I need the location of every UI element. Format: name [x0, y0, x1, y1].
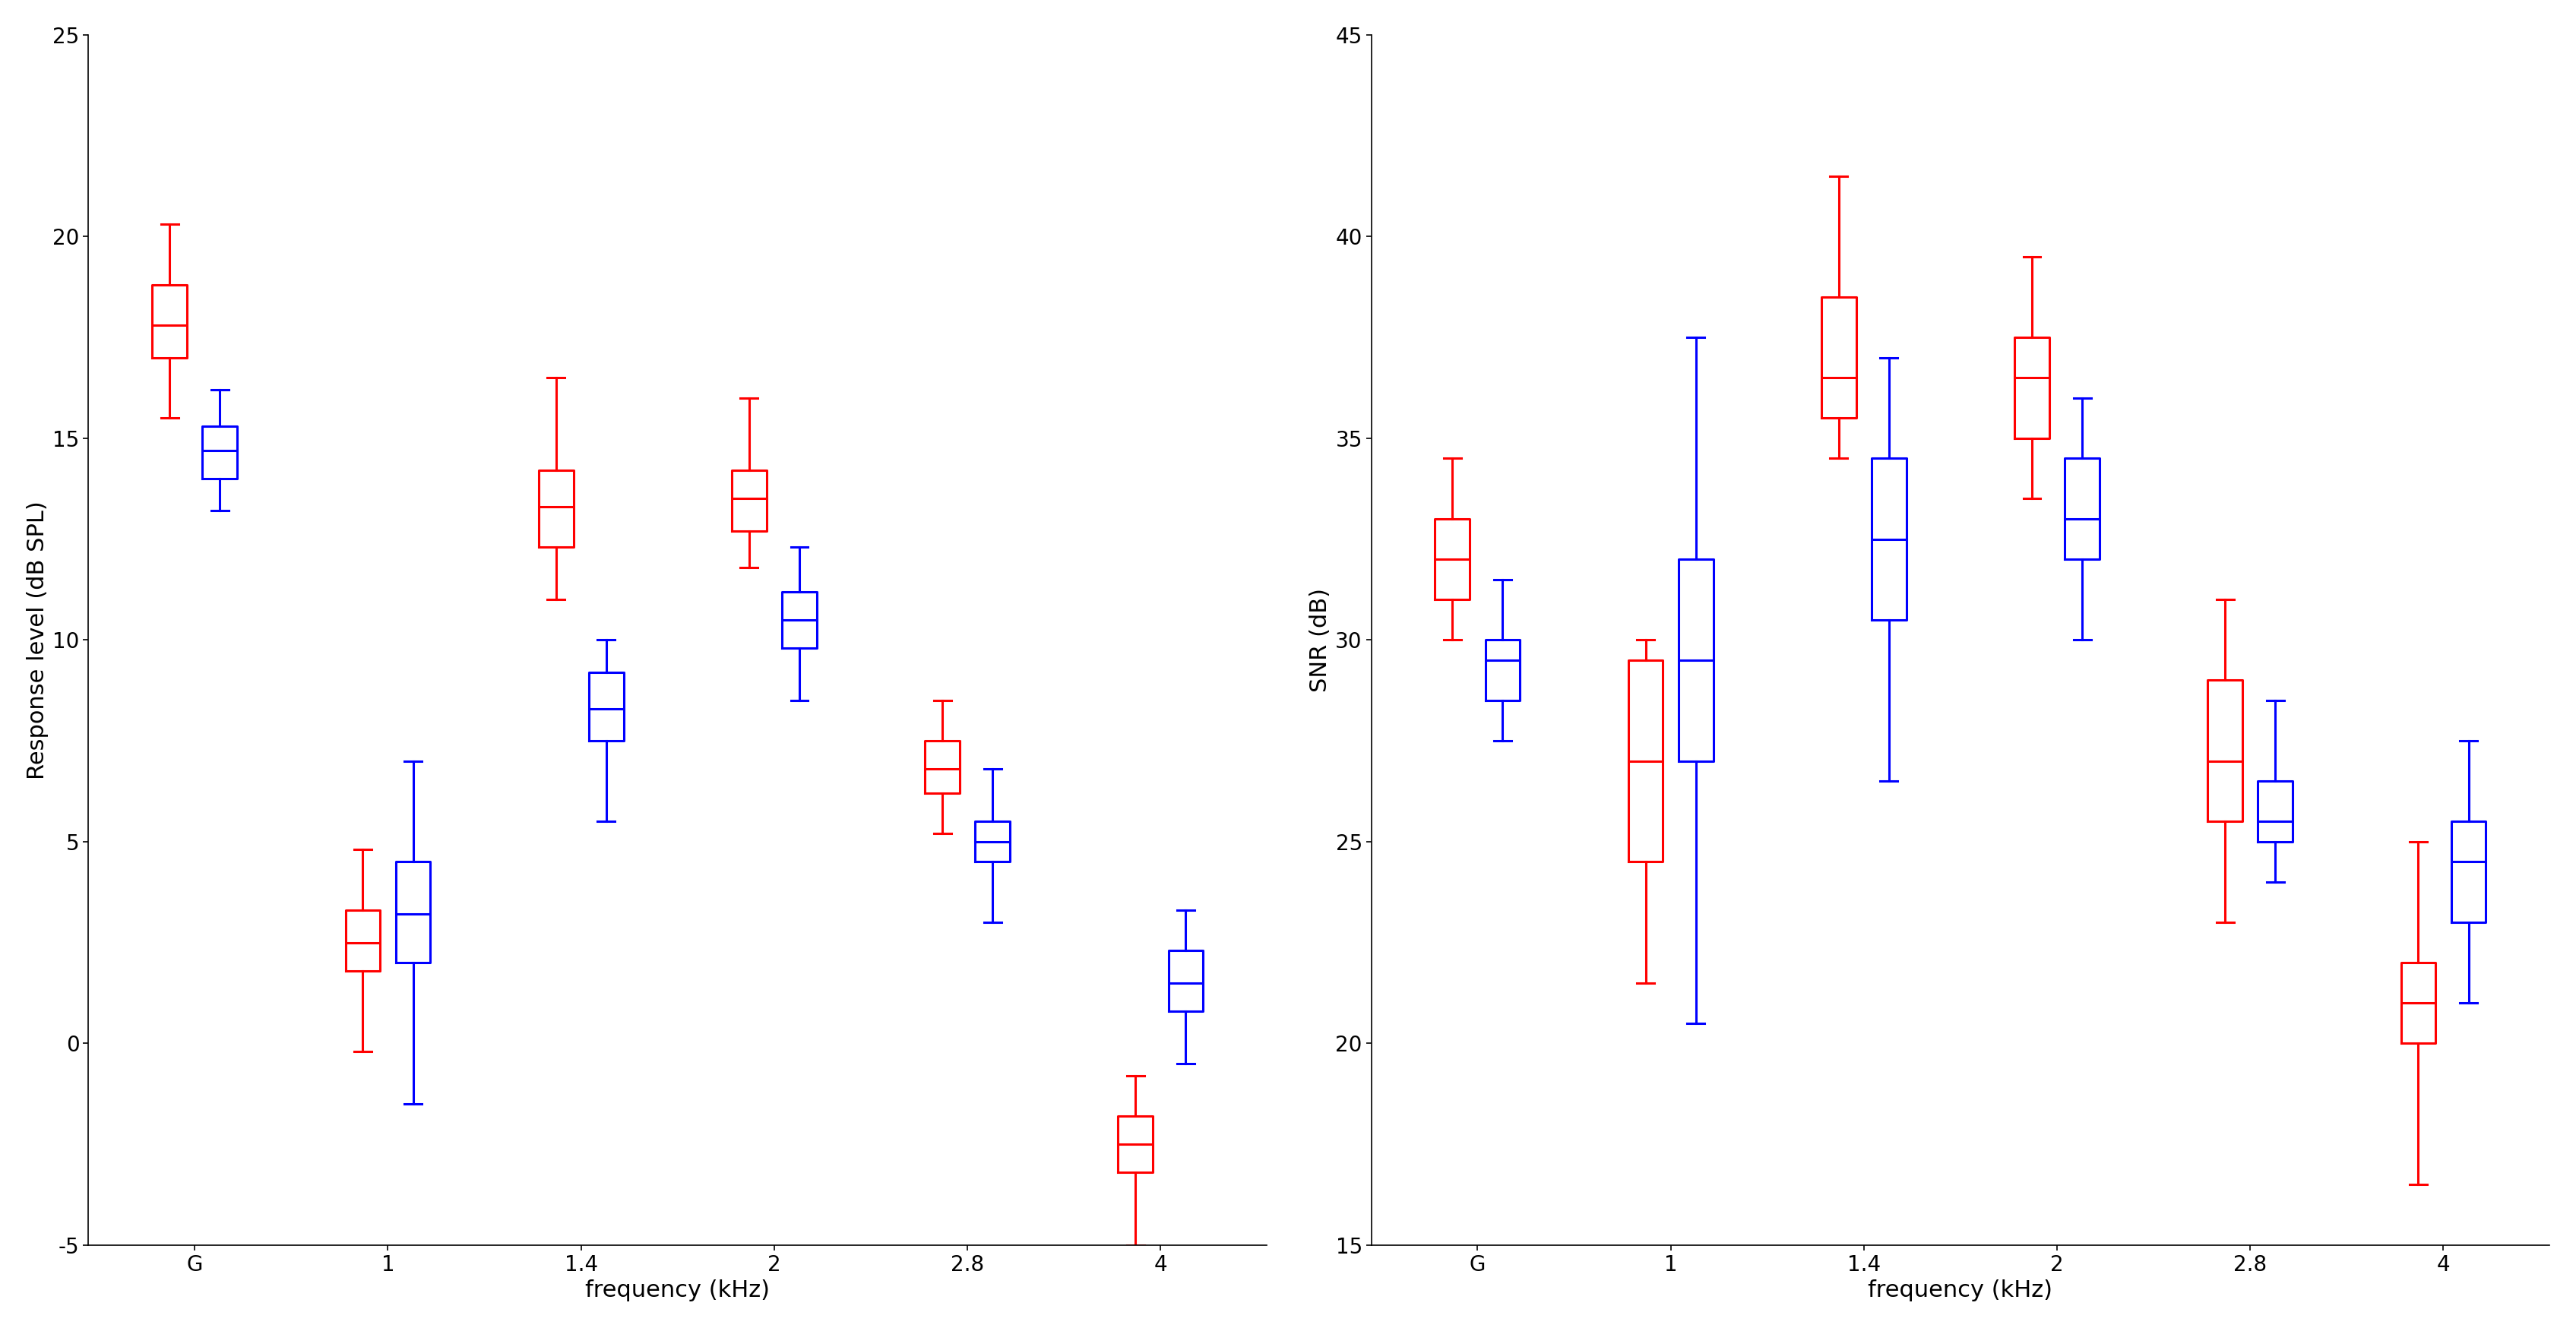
Y-axis label: SNR (dB): SNR (dB) [1309, 588, 1332, 692]
Y-axis label: Response level (dB SPL): Response level (dB SPL) [26, 501, 49, 780]
X-axis label: frequency (kHz): frequency (kHz) [1868, 1280, 2053, 1301]
X-axis label: frequency (kHz): frequency (kHz) [585, 1280, 770, 1301]
